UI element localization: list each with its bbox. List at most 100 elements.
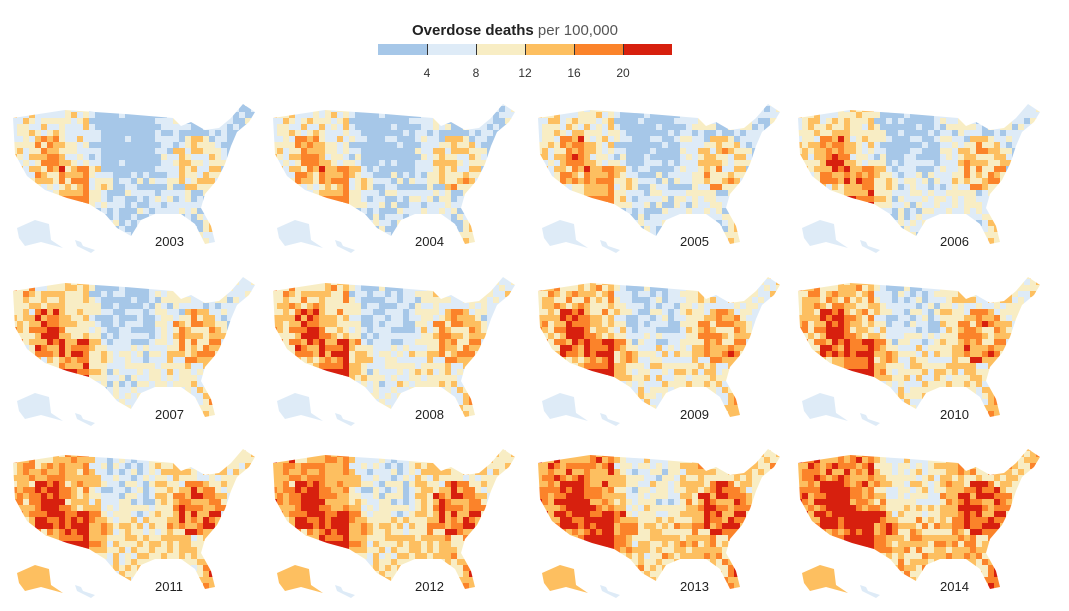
county-cell [203, 339, 209, 345]
county-cell [107, 277, 113, 279]
county-cell [137, 309, 143, 315]
county-cell [481, 244, 487, 250]
county-cell [668, 142, 674, 148]
county-cell [29, 291, 35, 297]
county-cell [572, 190, 578, 196]
county-cell [538, 130, 542, 136]
county-cell [409, 130, 415, 136]
county-cell [107, 303, 113, 309]
county-cell [457, 154, 463, 160]
county-cell [584, 202, 590, 208]
county-cell [53, 148, 59, 154]
county-cell [928, 184, 934, 190]
county-cell [167, 321, 173, 327]
county-cell [475, 136, 481, 142]
county-cell [167, 277, 173, 279]
county-cell [355, 220, 361, 226]
county-cell [764, 178, 770, 184]
county-cell [1006, 136, 1012, 142]
county-cell [257, 297, 263, 303]
county-cell [1012, 106, 1018, 112]
county-cell [650, 220, 656, 226]
county-cell [185, 136, 191, 142]
county-cell [239, 130, 245, 136]
county-cell [35, 190, 41, 196]
county-cell [982, 184, 988, 190]
county-cell [626, 104, 632, 106]
county-cell [337, 202, 343, 208]
county-cell [922, 124, 928, 130]
county-cell [149, 309, 155, 315]
county-cell [988, 104, 994, 106]
county-cell [1030, 106, 1036, 112]
county-cell [487, 160, 493, 166]
county-cell [802, 214, 808, 220]
county-cell [71, 297, 77, 303]
county-cell [161, 363, 167, 369]
county-cell [273, 190, 277, 196]
county-cell [233, 244, 239, 250]
county-cell [674, 208, 680, 214]
county-cell [191, 369, 197, 375]
county-cell [77, 190, 83, 196]
county-cell [379, 154, 385, 160]
county-cell [179, 220, 185, 226]
county-cell [361, 208, 367, 214]
county-cell [349, 106, 355, 112]
county-cell [161, 277, 167, 279]
county-cell [227, 130, 233, 136]
county-cell [584, 136, 590, 142]
county-cell [638, 106, 644, 112]
county-cell [13, 220, 17, 226]
county-cell [1036, 118, 1040, 124]
county-cell [734, 214, 740, 220]
county-cell [704, 104, 710, 106]
county-cell [596, 124, 602, 130]
county-cell [173, 351, 179, 357]
county-cell [1000, 154, 1006, 160]
county-cell [958, 112, 964, 118]
county-cell [245, 130, 251, 136]
county-cell [734, 220, 740, 226]
county-cell [245, 190, 251, 196]
county-cell [227, 118, 233, 124]
county-cell [457, 160, 463, 166]
county-cell [209, 166, 215, 172]
county-cell [245, 184, 251, 190]
county-cell [313, 154, 319, 160]
county-cell [964, 220, 970, 226]
county-cell [29, 184, 35, 190]
county-cell [782, 244, 788, 250]
county-cell [644, 196, 650, 202]
county-cell [1012, 172, 1018, 178]
county-cell [994, 160, 1000, 166]
county-cell [251, 106, 255, 112]
county-cell [668, 190, 674, 196]
county-cell [385, 226, 391, 232]
county-cell [620, 106, 626, 112]
county-cell [197, 124, 203, 130]
county-cell [47, 315, 53, 321]
county-cell [548, 184, 554, 190]
county-cell [113, 154, 119, 160]
county-cell [958, 172, 964, 178]
county-cell [361, 130, 367, 136]
county-cell [409, 208, 415, 214]
county-cell [868, 160, 874, 166]
county-cell [1012, 148, 1018, 154]
county-cell [1018, 220, 1024, 226]
county-cell [808, 106, 814, 112]
county-cell [13, 190, 17, 196]
county-cell [289, 214, 295, 220]
county-cell [463, 112, 469, 118]
county-cell [922, 154, 928, 160]
county-cell [940, 226, 946, 232]
county-cell [257, 142, 263, 148]
county-cell [101, 190, 107, 196]
county-cell [11, 244, 17, 250]
county-cell [185, 154, 191, 160]
county-cell [988, 112, 994, 118]
county-cell [856, 232, 862, 238]
county-cell [433, 148, 439, 154]
county-cell [1018, 118, 1024, 124]
